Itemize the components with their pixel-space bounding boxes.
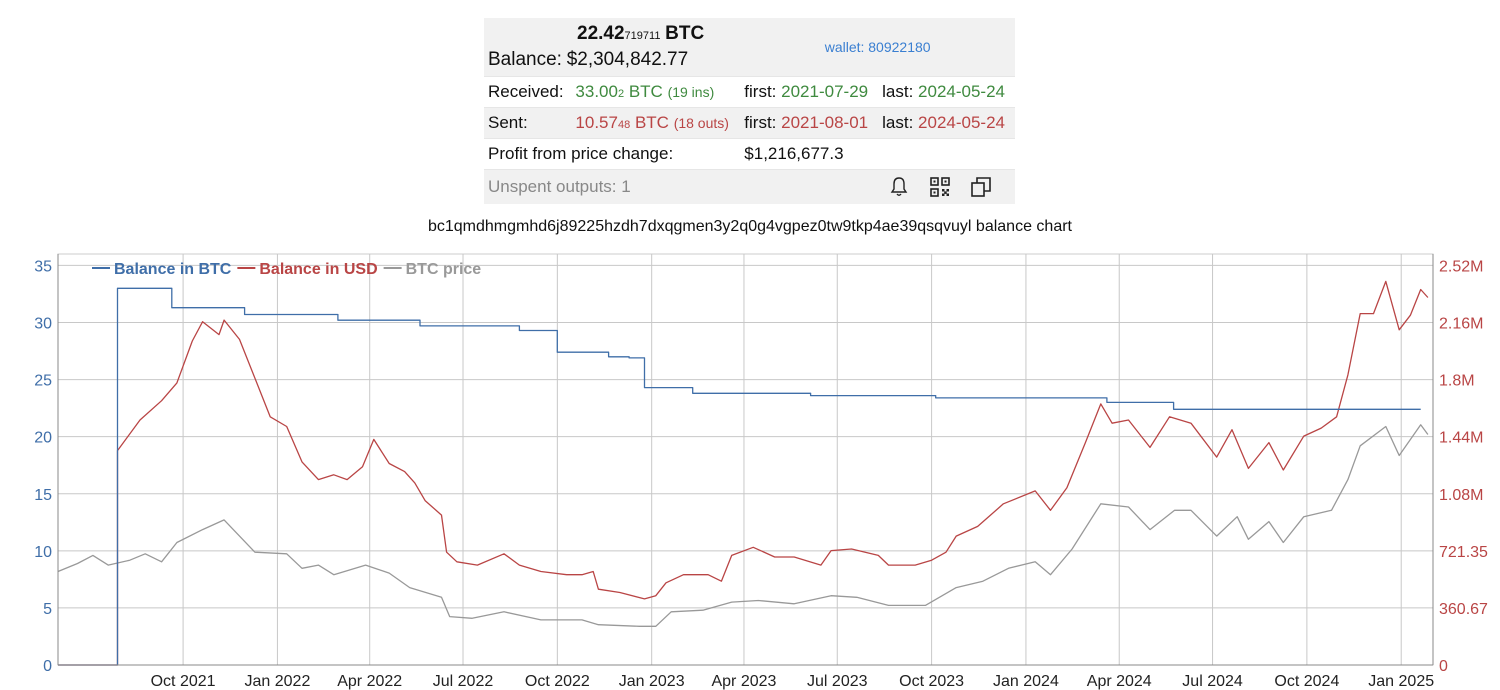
received-unit: BTC — [628, 82, 663, 101]
chart-title: bc1qmdhmgmhd6j89225hzdh7dxqgmen3y2q0g4vg… — [427, 218, 1072, 235]
x-tick-label: Apr 2024 — [1087, 673, 1152, 690]
y-left-tick-label: 35 — [34, 258, 52, 275]
sent-last-label: last: — [882, 113, 914, 132]
x-tick-label: Oct 2022 — [525, 673, 590, 690]
wallet-actions — [740, 169, 1015, 204]
balance-usd-line: Balance: $2,304,842.77 — [488, 48, 736, 72]
y-right-tick-label: 1.44M — [1439, 430, 1483, 447]
sent-last-date[interactable]: 2024-05-24 — [918, 113, 1005, 132]
balance-btc: 22.42719711 BTC — [488, 22, 736, 48]
x-tick-label: Jan 2022 — [245, 673, 311, 690]
balance-btc-main: 22.42 — [577, 23, 625, 44]
series-line-balance-in-btc — [58, 287, 1421, 666]
sent-amount-main: 10.57 — [575, 113, 618, 132]
y-left-tick-label: 15 — [34, 487, 52, 504]
balance-chart: 0 5 10 15 20 25 30 35 0 360.67 721.35 1.08M 1.44M 1.8… — [34, 253, 1488, 690]
sent-label: Sent: — [484, 107, 572, 139]
wallet-link-cell: wallet: 80922180 — [740, 18, 1015, 77]
series-line-balance-in-usd — [58, 280, 1429, 666]
profit-row: Profit from price change: $1,216,677.3 — [484, 138, 1015, 170]
received-first-label: first: — [744, 82, 777, 101]
sent-row: Sent: 10.5748 BTC (18 outs) first: 2021-… — [484, 107, 1015, 139]
sent-first-date[interactable]: 2021-08-01 — [781, 113, 869, 132]
unspent-outputs[interactable]: Unspent outputs: 1 — [484, 169, 741, 204]
y-right-tick-label: 2.16M — [1439, 316, 1483, 333]
balance-btc-unit: BTC — [665, 23, 705, 44]
sent-first-label: first: — [744, 113, 777, 132]
balance-btc-small: 719711 — [624, 30, 661, 42]
received-count: (19 ins) — [667, 84, 715, 100]
received-last-date[interactable]: 2024-05-24 — [918, 82, 1005, 101]
legend-label: BTC price — [406, 261, 482, 278]
chart-series — [57, 280, 1429, 666]
received-first: first: 2021-07-29 — [740, 76, 879, 108]
y-left-tick-label: 5 — [43, 601, 52, 618]
balance-row: 22.42719711 BTC Balance: $2,304,842.77 w… — [484, 18, 1015, 77]
y-left-tick-label: 30 — [34, 316, 52, 333]
x-tick-label: Jul 2024 — [1182, 673, 1243, 690]
x-tick-label: Jan 2024 — [993, 673, 1059, 690]
y-left-tick-label: 10 — [34, 544, 52, 561]
y-right-tick-label: 2.52M — [1439, 258, 1483, 275]
chart-legend: Balance in BTC Balance in USD BTC price — [92, 261, 481, 278]
qr-code-icon[interactable] — [927, 175, 953, 199]
bell-icon[interactable] — [886, 175, 912, 199]
received-last-label: last: — [882, 82, 914, 101]
profit-value: $1,216,677.3 — [740, 138, 1015, 170]
y-right-tick-label: 1.8M — [1439, 373, 1475, 390]
x-tick-label: Jul 2023 — [807, 673, 868, 690]
x-tick-label: Oct 2024 — [1274, 673, 1339, 690]
received-amount: 33.002 BTC (19 ins) — [571, 76, 741, 108]
profit-label: Profit from price change: — [484, 138, 741, 170]
copy-icon[interactable] — [968, 175, 994, 199]
wallet-link[interactable]: wallet: 80922180 — [824, 39, 931, 55]
y-right-tick-label: 1.08M — [1439, 487, 1483, 504]
chart-grid — [57, 253, 1434, 666]
balance-cell: 22.42719711 BTC Balance: $2,304,842.77 — [484, 18, 741, 77]
legend-label: Balance in BTC — [114, 261, 232, 278]
received-amount-small: 2 — [617, 88, 625, 100]
received-label: Received: — [484, 76, 572, 108]
sent-amount-small: 48 — [617, 119, 631, 131]
x-tick-label: Oct 2021 — [151, 673, 216, 690]
x-tick-label: Jan 2023 — [619, 673, 685, 690]
y-left-tick-label: 25 — [34, 373, 52, 390]
sent-unit: BTC — [634, 113, 669, 132]
received-first-date[interactable]: 2021-07-29 — [781, 82, 869, 101]
sent-last: last: 2024-05-24 — [878, 107, 1015, 139]
x-tick-label: Oct 2023 — [899, 673, 964, 690]
series-line-btc-price — [57, 424, 1429, 627]
sent-first: first: 2021-08-01 — [740, 107, 879, 139]
x-tick-label: Jul 2022 — [433, 673, 494, 690]
y-left-tick-label: 0 — [43, 658, 52, 675]
y-left-tick-label: 20 — [34, 430, 52, 447]
received-amount-main: 33.00 — [575, 82, 618, 101]
balance-usd: $2,304,842.77 — [566, 49, 689, 70]
x-tick-label: Jan 2025 — [1368, 673, 1434, 690]
plot-frame — [57, 253, 1434, 666]
legend-label: Balance in USD — [259, 261, 377, 278]
y-right-tick-label: 360.67 — [1439, 601, 1488, 618]
y-right-tick-label: 0 — [1439, 658, 1448, 675]
balance-label: Balance: — [488, 49, 562, 70]
received-row: Received: 33.002 BTC (19 ins) first: 202… — [484, 76, 1015, 108]
y-right-tick-label: 721.35 — [1439, 544, 1488, 561]
sent-count: (18 outs) — [673, 115, 729, 131]
chart-axes: 0 5 10 15 20 25 30 35 0 360.67 721.35 1.08M 1.44M 1.8… — [34, 254, 1488, 690]
wallet-info-table: 22.42719711 BTC Balance: $2,304,842.77 w… — [484, 18, 1015, 204]
unspent-row: Unspent outputs: 1 — [484, 169, 1015, 204]
sent-amount: 10.5748 BTC (18 outs) — [571, 107, 741, 139]
received-last: last: 2024-05-24 — [878, 76, 1015, 108]
x-tick-label: Apr 2023 — [711, 673, 776, 690]
x-tick-label: Apr 2022 — [337, 673, 402, 690]
